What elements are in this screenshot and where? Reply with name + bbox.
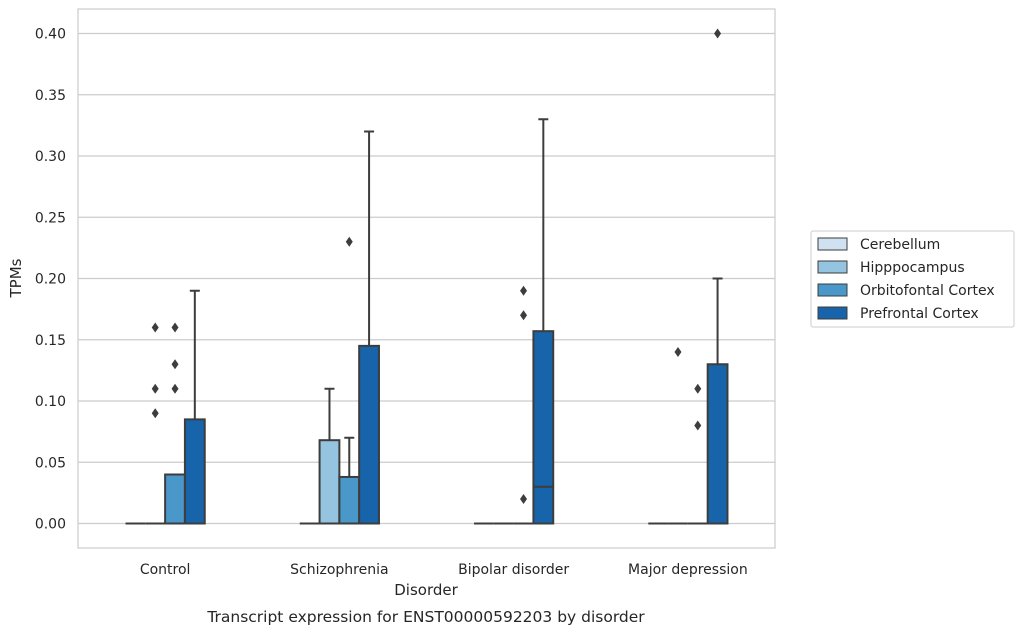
legend: Cerebellum Hipppocampus Orbitofontal Corte… bbox=[810, 230, 1015, 328]
legend-label: Prefrontal Cortex bbox=[860, 306, 979, 322]
legend-swatch bbox=[817, 260, 848, 274]
y-tick-label: 0.30 bbox=[35, 149, 66, 165]
outlier-point bbox=[151, 383, 159, 394]
box bbox=[532, 330, 555, 525]
y-tick-label: 0.20 bbox=[35, 272, 66, 288]
y-tick-label: 0.40 bbox=[35, 27, 66, 43]
y-tick-label: 0.15 bbox=[35, 333, 66, 349]
outlier-point bbox=[520, 285, 528, 296]
box bbox=[338, 475, 361, 525]
outlier-point bbox=[674, 347, 682, 357]
outlier-point bbox=[345, 236, 353, 247]
legend-label: Cerebellum bbox=[860, 237, 940, 253]
y-tick-label: 0.05 bbox=[35, 455, 66, 471]
x-tick-label: Major depression bbox=[628, 562, 748, 578]
outlier-point bbox=[694, 383, 702, 394]
box bbox=[706, 363, 729, 525]
x-tick-label: Bipolar disorder bbox=[458, 562, 569, 578]
legend-label: Orbitofontal Cortex bbox=[860, 283, 995, 299]
box bbox=[358, 344, 380, 525]
outlier-point bbox=[694, 420, 702, 431]
outlier-point bbox=[520, 310, 528, 321]
box bbox=[318, 439, 341, 525]
chart-caption: Transcript expression for ENST0000059220… bbox=[206, 608, 645, 626]
y-tick-label: 0.35 bbox=[35, 88, 66, 104]
y-axis-ticks: 0.00 0.05 0.10 0.15 0.20 0.25 0.30 0.35 0.40 bbox=[35, 27, 66, 533]
outlier-point bbox=[714, 28, 722, 39]
x-tick-label: Control bbox=[140, 562, 191, 578]
y-tick-label: 0.10 bbox=[35, 394, 66, 410]
outlier-point bbox=[151, 322, 159, 333]
outlier-point bbox=[171, 383, 179, 394]
legend-frame bbox=[810, 230, 1015, 328]
y-tick-label: 0.00 bbox=[35, 517, 66, 533]
legend-swatch bbox=[817, 306, 848, 320]
legend-swatch bbox=[817, 283, 848, 297]
y-tick-label: 0.25 bbox=[35, 210, 66, 226]
legend-label: Hipppocampus bbox=[860, 260, 965, 276]
plot-frame bbox=[77, 8, 776, 549]
x-tick-label: Schizophrenia bbox=[290, 562, 388, 578]
box bbox=[183, 418, 206, 525]
gridlines bbox=[78, 32, 775, 525]
outlier-point bbox=[171, 322, 179, 333]
outlier-point bbox=[520, 494, 528, 504]
y-axis-label: TPMs bbox=[7, 258, 25, 298]
outlier-point bbox=[171, 359, 179, 370]
outlier-point bbox=[151, 408, 159, 419]
box bbox=[164, 473, 186, 525]
x-axis-ticks: Control Schizophrenia Bipolar disorder Majo… bbox=[140, 562, 748, 578]
x-axis-label: Disorder bbox=[394, 581, 458, 599]
legend-swatch bbox=[817, 237, 848, 251]
box-plot-series bbox=[125, 28, 729, 525]
